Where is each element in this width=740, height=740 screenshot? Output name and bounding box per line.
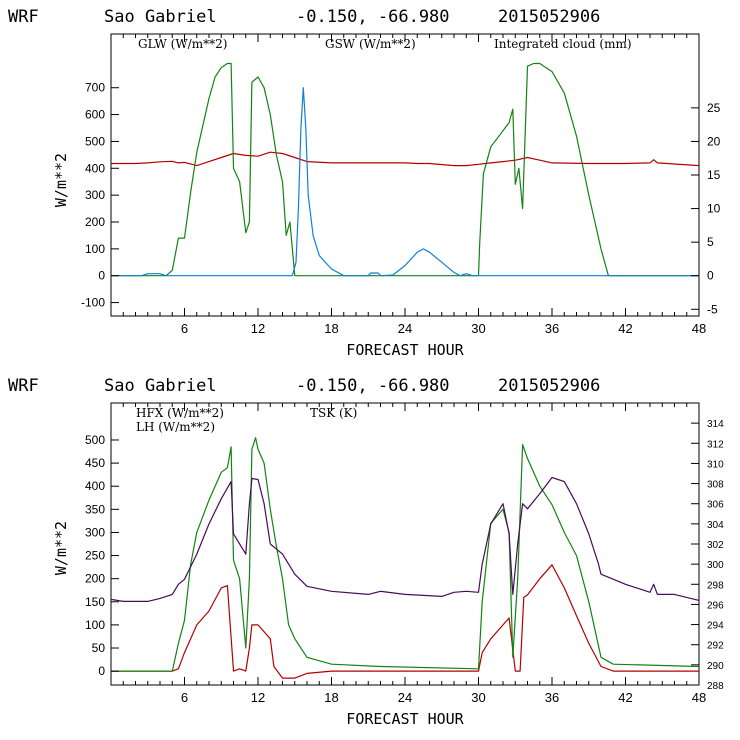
bottom-series-tsk-line	[110, 476, 700, 602]
top-x-tick-label: 36	[545, 321, 559, 336]
top-y-tick-label: 300	[85, 188, 105, 202]
bottom-series-hfx-line	[111, 564, 699, 679]
top-model-label: WRF	[8, 7, 39, 27]
bottom-y-tick-label: 450	[85, 456, 105, 470]
top-legend-cloud: Integrated cloud (mm)	[494, 37, 632, 51]
top-y2-tick-label: 15	[707, 168, 721, 182]
bottom-y-tick-label: 150	[85, 595, 105, 609]
bottom-y-tick-label: 50	[92, 641, 106, 655]
bottom-run-label: 2015052906	[498, 376, 600, 396]
bottom-x-tick-label: 42	[618, 690, 632, 705]
top-y-tick-label: 700	[85, 81, 105, 95]
top-y-tick-label: 100	[85, 242, 105, 256]
bottom-y2-tick-label: 292	[707, 641, 724, 652]
bottom-x-tick-label: 48	[692, 690, 706, 705]
top-series-gsw-line	[111, 62, 699, 277]
top-legend-gsw: GSW (W/m**2)	[325, 37, 416, 51]
bottom-y2-tick-label: 288	[707, 681, 724, 692]
bottom-y-tick-label: 350	[85, 502, 105, 516]
bottom-series-lh-line	[111, 437, 700, 672]
bottom-y2-tick-label: 308	[707, 480, 724, 491]
top-y2-tick-label: 25	[707, 101, 721, 115]
top-x-tick-label: 24	[398, 321, 412, 336]
top-y2-tick-label: 20	[707, 134, 721, 148]
bottom-legend-hfx: HFX (W/m**2)	[136, 406, 224, 420]
top-y-tick-label: 600	[85, 108, 105, 122]
top-y-tick-label: 200	[85, 215, 105, 229]
top-series-glw-line	[111, 151, 700, 167]
bottom-x-tick-label: 30	[471, 690, 485, 705]
bottom-x-tick-label: 24	[398, 690, 412, 705]
bottom-y2-tick-label: 310	[707, 459, 724, 470]
bottom-x-axis-label: FORECAST HOUR	[346, 710, 464, 728]
top-x-axis-label: FORECAST HOUR	[346, 341, 464, 359]
top-axis-ticks: 6 12 18 24 30 36 42 48-100010020030040050060070…	[81, 34, 721, 336]
bottom-y-tick-label: 300	[85, 525, 105, 539]
top-x-tick-label: 18	[324, 321, 338, 336]
bottom-y2-tick-label: 290	[707, 661, 724, 672]
top-x-tick-label: 48	[692, 321, 706, 336]
top-run-label: 2015052906	[498, 7, 600, 27]
bottom-chart: WRF Sao Gabriel -0.150, -66.980 20150529…	[8, 376, 724, 728]
bottom-y-tick-label: 200	[85, 572, 105, 586]
top-chart: WRF Sao Gabriel -0.150, -66.980 20150529…	[8, 7, 721, 359]
bottom-y-tick-label: 100	[85, 618, 105, 632]
top-series-layer	[111, 62, 700, 277]
top-x-tick-label: 6	[181, 321, 188, 336]
top-y-tick-label: 500	[85, 134, 105, 148]
bottom-y-tick-label: 0	[98, 664, 105, 678]
bottom-y-tick-label: 500	[85, 433, 105, 447]
bottom-x-tick-label: 12	[251, 690, 265, 705]
bottom-x-tick-label: 6	[181, 690, 188, 705]
top-y-tick-label: 400	[85, 161, 105, 175]
bottom-y2-tick-label: 306	[707, 500, 724, 511]
bottom-y2-tick-label: 314	[707, 419, 724, 430]
top-coords-label: -0.150, -66.980	[296, 7, 450, 27]
bottom-y2-tick-label: 300	[707, 560, 724, 571]
bottom-y2-tick-label: 294	[707, 621, 724, 632]
top-x-tick-label: 30	[471, 321, 485, 336]
bottom-x-tick-label: 18	[324, 690, 338, 705]
top-y2-tick-label: -5	[707, 302, 718, 316]
bottom-coords-label: -0.150, -66.980	[296, 376, 450, 396]
top-series-integrated-line	[111, 87, 699, 277]
bottom-plot-frame	[110, 402, 700, 686]
top-y-tick-label: 0	[98, 269, 105, 283]
bottom-y2-tick-label: 296	[707, 600, 724, 611]
top-x-tick-label: 42	[618, 321, 632, 336]
top-y2-tick-label: 10	[707, 202, 721, 216]
bottom-y-axis-label: W/m**2	[52, 521, 70, 575]
bottom-series-layer	[110, 437, 700, 679]
top-legend-glw: GLW (W/m**2)	[138, 37, 227, 51]
top-y2-tick-label: 0	[707, 269, 714, 283]
bottom-y-tick-label: 400	[85, 479, 105, 493]
top-y-tick-label: -100	[81, 296, 105, 310]
bottom-y2-tick-label: 312	[707, 439, 724, 450]
top-x-tick-label: 12	[251, 321, 265, 336]
bottom-axis-ticks: 6 12 18 24 30 36 42 48 0 50 100 150 200 250 300 350 400 4…	[85, 403, 724, 705]
bottom-y2-tick-label: 302	[707, 540, 724, 551]
bottom-x-tick-label: 36	[545, 690, 559, 705]
top-y-axis-label: W/m**2	[52, 153, 70, 207]
bottom-station-label: Sao Gabriel	[104, 376, 217, 396]
bottom-y-tick-label: 250	[85, 549, 105, 563]
bottom-model-label: WRF	[8, 376, 39, 396]
top-plot-frame	[110, 33, 700, 317]
bottom-legend-tsk: TSK (K)	[310, 406, 357, 420]
bottom-y2-tick-label: 298	[707, 580, 724, 591]
bottom-y2-tick-label: 304	[707, 520, 724, 531]
top-y2-tick-label: 5	[707, 235, 714, 249]
top-station-label: Sao Gabriel	[104, 7, 217, 27]
bottom-legend-lh: LH (W/m**2)	[136, 420, 215, 434]
